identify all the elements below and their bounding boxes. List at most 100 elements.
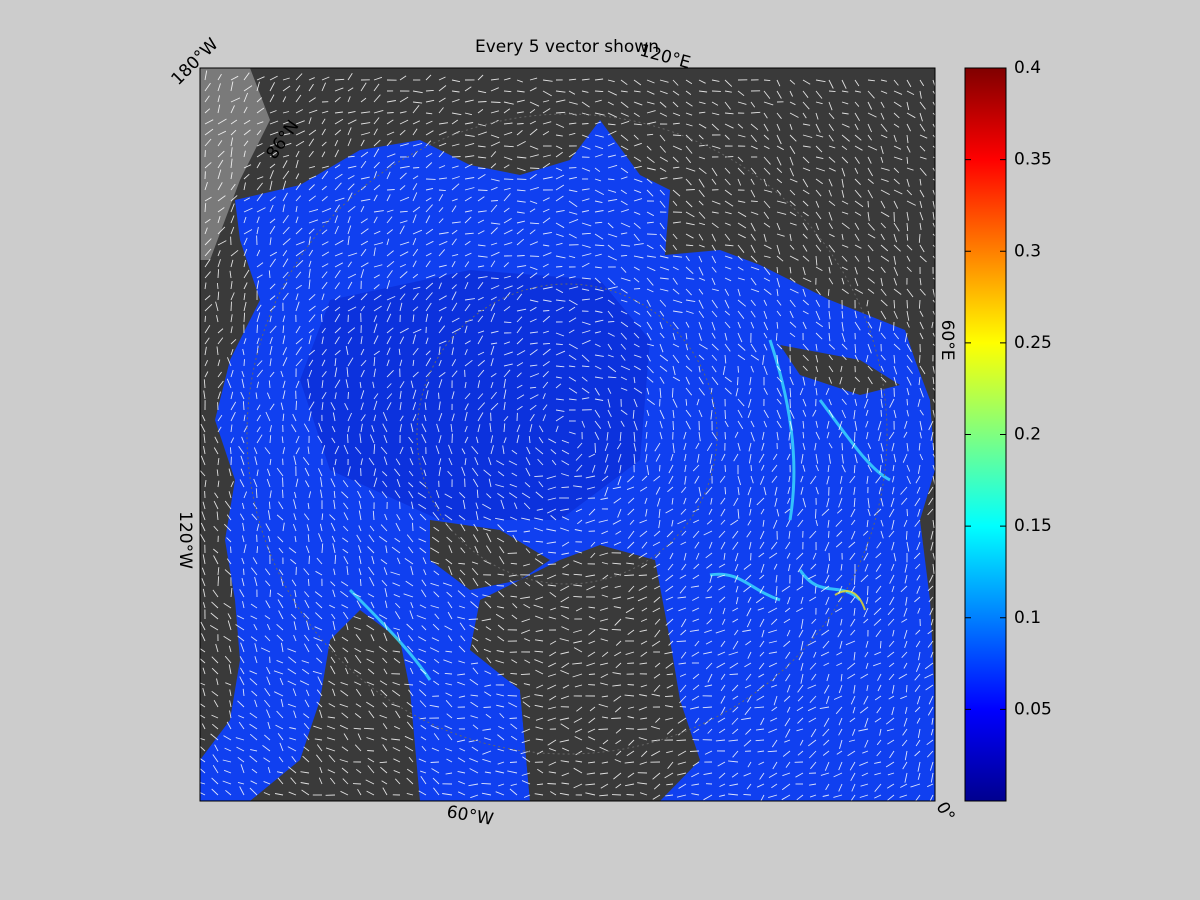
vector [308,293,316,301]
vector [425,215,431,224]
vector [555,209,565,213]
vector [873,607,882,616]
vector [633,233,640,242]
vector [295,159,299,169]
vector [266,666,271,675]
vector [573,767,583,774]
vector [243,164,252,169]
vector [568,387,578,394]
vector [588,606,596,609]
vector [301,789,310,796]
vector [497,606,505,609]
vector [789,222,797,226]
vector [438,122,449,125]
vector [451,221,461,224]
vector [776,79,781,87]
vector [269,458,272,466]
vector [734,574,739,583]
vector [503,363,513,367]
vector [709,574,713,584]
vector [560,527,570,532]
vector [334,140,339,147]
vector [691,793,700,796]
vector [692,607,700,612]
vector [614,585,622,589]
vector [477,393,484,400]
vector [685,211,695,218]
vector [698,211,706,219]
vector [326,725,336,730]
vector [915,475,921,484]
vector [841,156,849,164]
vector [227,620,232,631]
vector [737,398,745,407]
vector [334,458,337,466]
vector [851,728,856,736]
vector [353,593,362,598]
vector [759,574,765,580]
vector [653,596,661,603]
vector [874,761,882,764]
vector [497,573,505,576]
vector [217,150,225,158]
vector [316,754,323,763]
vector [460,523,466,532]
vector [334,173,343,180]
vector [373,335,379,345]
vector [308,393,311,400]
vector [747,695,752,703]
vector [619,431,622,442]
vector [841,90,849,93]
vector [308,219,319,224]
vector [230,183,236,191]
vector [293,710,297,719]
vector [711,167,718,177]
vector [536,684,544,689]
vector [568,189,578,193]
vector [646,79,655,84]
vector [620,222,631,228]
vector [334,252,343,257]
vector [639,694,648,697]
vector [243,182,246,191]
vector [438,189,446,192]
vector [225,682,232,686]
vector [451,370,458,378]
vector [399,390,402,400]
vector [334,295,341,301]
vector [229,270,232,279]
vector [874,783,882,792]
vector [202,667,206,675]
vector [820,651,830,657]
vector [420,770,427,774]
vector [477,369,485,378]
vector [851,519,856,526]
vector [788,475,791,483]
vector [698,111,706,114]
vector [373,230,381,235]
vector [801,574,804,585]
vector [763,134,770,140]
vector [685,189,695,191]
vector [665,618,674,626]
vector [654,662,661,668]
vector [394,778,401,785]
vector [690,585,700,588]
vector [373,76,383,81]
vector [889,596,895,606]
vector [834,607,843,613]
vector [343,525,349,532]
vector [680,618,687,628]
vector [555,255,566,259]
vector [617,453,622,463]
vector [343,733,349,741]
vector [393,658,401,664]
vector [546,475,557,480]
vector [490,119,499,125]
vector [802,365,808,372]
vector [450,423,453,433]
vector [594,221,603,224]
vector [760,717,765,726]
vector [841,145,848,151]
vector [243,207,253,213]
